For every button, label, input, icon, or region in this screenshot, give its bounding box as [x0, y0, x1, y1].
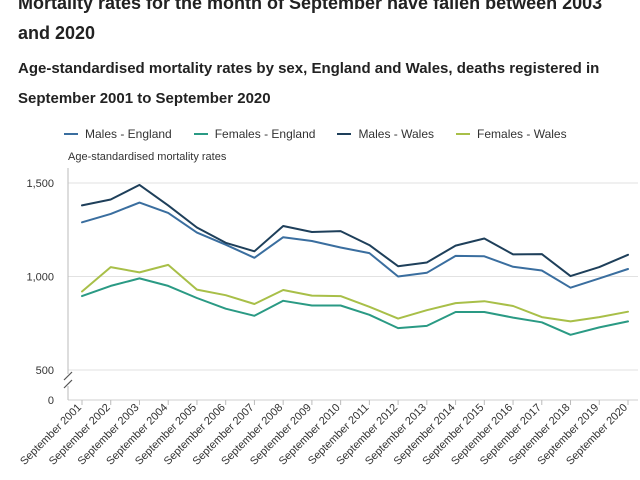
series-line-females-wales: [81, 263, 629, 323]
legend-item-males-england: Males - England: [64, 127, 172, 141]
chart-title: Mortality rates for the month of Septemb…: [18, 0, 603, 43]
legend-label: Females - Wales: [477, 127, 567, 141]
legend-item-females-england: Females - England: [193, 127, 316, 141]
legend-label: Females - England: [214, 127, 316, 141]
legend-label: Males - England: [85, 127, 172, 141]
y-tick-label: 1,500: [26, 178, 54, 190]
y-tick-label: 500: [36, 365, 54, 377]
legend-swatch: [64, 133, 78, 135]
legend-item-females-wales: Females - Wales: [456, 127, 567, 141]
chart-legend: Males - England Females - England Males …: [64, 125, 589, 143]
series-line-males-england: [81, 201, 629, 289]
chart-subtitle: Age-standardised mortality rates by sex,…: [18, 60, 600, 107]
legend-label: Males - Wales: [358, 127, 435, 141]
y-tick-label: 1,000: [26, 272, 54, 284]
y-tick-label: 0: [48, 395, 54, 407]
legend-item-males-wales: Males - Wales: [337, 127, 434, 141]
legend-swatch: [456, 133, 471, 135]
series-line-males-wales: [81, 183, 629, 278]
legend-swatch: [337, 133, 352, 135]
series-line-females-england: [81, 277, 629, 336]
legend-swatch: [193, 133, 208, 135]
y-axis-label: Age-standardised mortality rates: [68, 151, 227, 163]
axis-break-mark: [63, 371, 73, 381]
axis-break-mark: [63, 379, 73, 389]
